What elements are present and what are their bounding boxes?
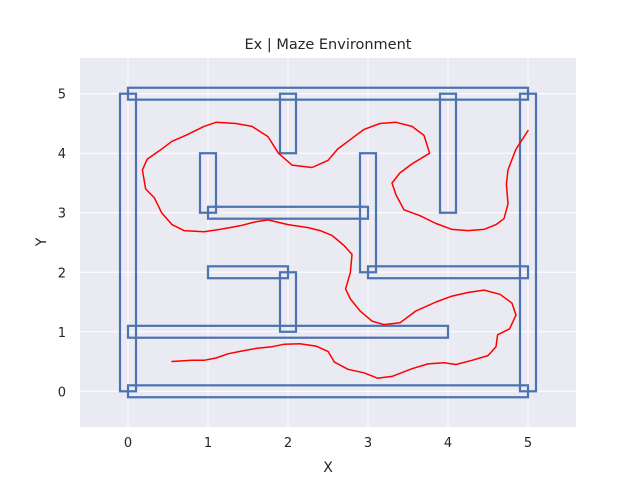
path-line-0 — [141, 121, 529, 379]
y-tick-label-4: 4 — [58, 147, 66, 162]
y-tick-label-0: 0 — [58, 385, 66, 400]
y-tick-label-2: 2 — [58, 266, 66, 281]
x-tick-labels: 0 1 2 3 4 5 — [124, 436, 532, 451]
y-tick-label-5: 5 — [58, 88, 66, 103]
maze-wall-8 — [278, 271, 298, 333]
maze-wall-2 — [126, 384, 530, 399]
x-tick-label-2: 2 — [284, 436, 292, 451]
path-series — [141, 121, 529, 379]
x-axis-label: X — [323, 460, 333, 476]
x-tick-label-1: 1 — [204, 436, 212, 451]
grid-lines — [80, 58, 576, 427]
y-tick-label-1: 1 — [58, 326, 66, 341]
y-tick-label-3: 3 — [58, 207, 66, 222]
maze-walls — [118, 86, 538, 399]
x-tick-label-3: 3 — [364, 436, 372, 451]
x-tick-label-0: 0 — [124, 436, 132, 451]
x-tick-label-5: 5 — [524, 436, 532, 451]
maze-wall-9 — [198, 152, 218, 214]
y-axis-label: Y — [34, 237, 50, 247]
y-tick-labels: 0 1 2 3 4 5 — [58, 88, 66, 401]
maze-wall-11 — [358, 152, 378, 274]
maze-wall-3 — [126, 86, 530, 101]
chart-title: Ex | Maze Environment — [245, 37, 412, 53]
x-tick-label-4: 4 — [444, 436, 452, 451]
maze-wall-10 — [278, 92, 298, 155]
maze-wall-12 — [438, 92, 458, 214]
maze-wall-4 — [126, 324, 450, 339]
plot-area — [80, 58, 576, 427]
